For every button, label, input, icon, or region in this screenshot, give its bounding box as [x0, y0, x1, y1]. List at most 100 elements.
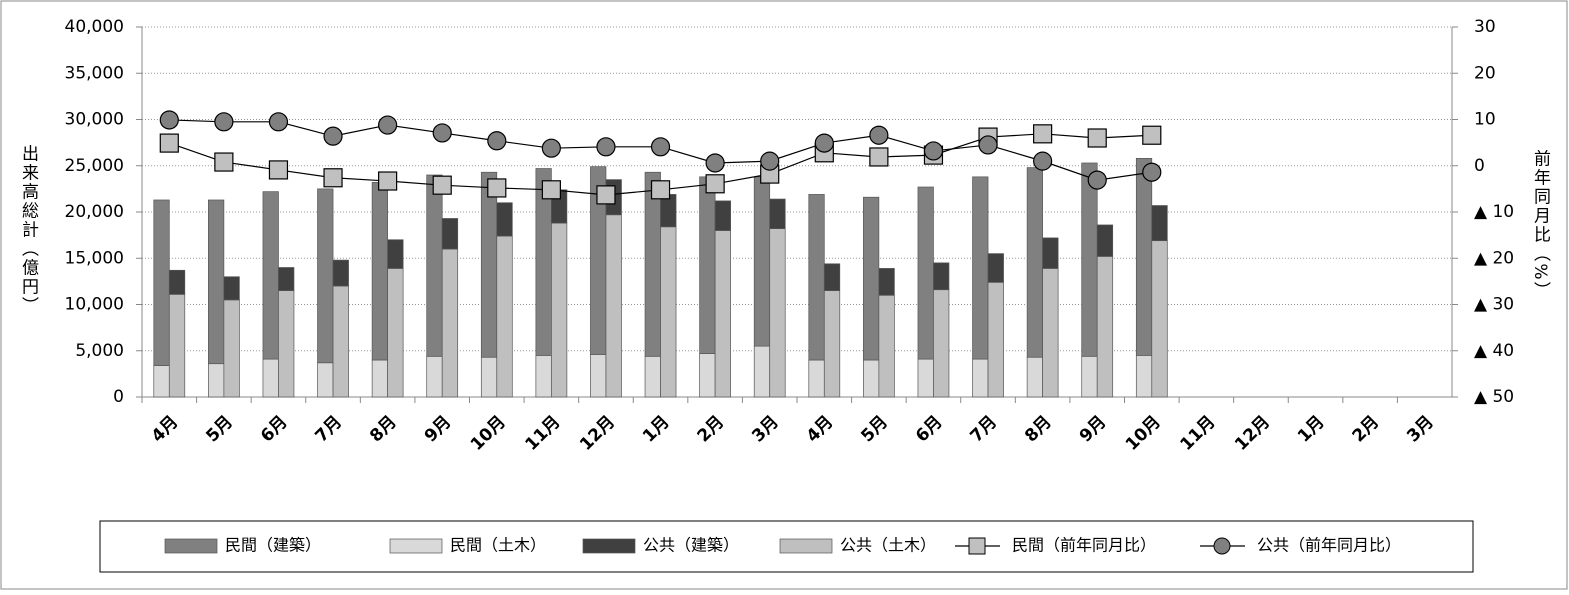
bar — [208, 363, 225, 398]
bar — [371, 359, 388, 398]
marker — [268, 112, 289, 132]
bar — [480, 356, 498, 398]
marker — [650, 180, 671, 200]
legend-label: 民間（建築） — [225, 536, 321, 555]
y-tick-label: 40,000 — [65, 17, 124, 37]
bar — [1026, 167, 1043, 358]
bar — [972, 358, 989, 398]
bar — [753, 176, 771, 347]
y2-tick-label: 10 — [1474, 110, 1496, 130]
bar — [644, 355, 661, 398]
bar — [153, 199, 170, 366]
bar — [223, 299, 240, 398]
bar — [769, 198, 786, 230]
y2-tick-label: ▲ 10 — [1474, 202, 1514, 222]
bar — [878, 268, 895, 296]
bar — [714, 200, 731, 231]
y-tick-label: 0 — [113, 387, 124, 407]
marker — [378, 171, 398, 191]
bar — [426, 174, 443, 357]
legend-swatch — [582, 538, 636, 554]
marker — [159, 110, 179, 130]
marker — [1033, 151, 1053, 171]
bar — [660, 226, 677, 398]
y2-tick-label: 0 — [1474, 156, 1485, 176]
bar — [208, 199, 225, 365]
y2-tick-label: ▲ 30 — [1474, 295, 1514, 315]
bar — [1081, 355, 1098, 398]
bar — [496, 202, 513, 237]
bar — [278, 267, 295, 291]
marker — [432, 175, 452, 195]
bar — [535, 355, 552, 398]
bar — [168, 293, 186, 398]
legend-label: 民間（土木） — [450, 536, 546, 555]
bar — [387, 268, 404, 398]
marker — [268, 160, 289, 180]
y2-tick-label: 20 — [1474, 63, 1496, 83]
bar — [644, 171, 661, 357]
bar — [917, 358, 934, 398]
bar — [317, 362, 334, 398]
marker — [869, 147, 889, 167]
bar — [878, 294, 895, 398]
y-tick-label: 25,000 — [65, 156, 124, 176]
marker — [487, 131, 507, 151]
bar — [480, 171, 498, 358]
legend-label: 民間（前年同月比） — [1012, 536, 1156, 555]
marker — [596, 137, 616, 157]
marker — [705, 174, 725, 194]
y2-tick-label: ▲ 20 — [1474, 248, 1514, 268]
bar — [387, 239, 404, 269]
marker — [541, 138, 561, 158]
bar — [1135, 158, 1153, 356]
legend-marker — [968, 537, 986, 555]
marker — [760, 151, 780, 171]
bar — [699, 353, 716, 398]
marker — [705, 153, 725, 173]
bar — [551, 222, 568, 398]
marker — [1142, 162, 1162, 182]
marker — [214, 112, 234, 132]
bar — [1151, 240, 1168, 398]
legend-label: 公共（前年同月比） — [1257, 536, 1401, 555]
marker — [1033, 124, 1053, 144]
bar — [1135, 355, 1153, 398]
legend-label: 公共（建築） — [643, 536, 739, 555]
bar — [1151, 205, 1168, 242]
bar — [590, 354, 607, 398]
bar — [1026, 356, 1043, 398]
legend-swatch — [389, 538, 443, 554]
marker — [923, 141, 944, 161]
bar — [605, 214, 622, 398]
marker — [214, 152, 234, 172]
bar — [371, 182, 388, 361]
bar — [823, 290, 841, 398]
bar — [1096, 224, 1114, 257]
bar — [332, 285, 349, 398]
bar — [441, 218, 459, 250]
bar — [933, 262, 950, 291]
marker — [978, 135, 998, 155]
bar — [278, 290, 295, 398]
bar — [933, 289, 950, 398]
bar — [987, 253, 1004, 283]
legend-marker — [1213, 537, 1231, 555]
marker — [1087, 128, 1107, 148]
bar — [699, 176, 716, 354]
bar — [262, 191, 279, 360]
bar — [714, 230, 731, 398]
bar — [153, 365, 170, 398]
y2-axis-label: 前年同月比（%） — [1530, 149, 1551, 300]
marker — [323, 168, 343, 188]
legend-swatch — [164, 538, 218, 554]
bar — [1081, 162, 1098, 357]
legend-swatch — [779, 538, 833, 554]
bar — [441, 248, 459, 398]
y2-tick-label: ▲ 50 — [1474, 387, 1514, 407]
marker — [869, 125, 889, 145]
bar — [863, 359, 880, 398]
bar — [1042, 268, 1059, 398]
bar — [168, 269, 186, 295]
